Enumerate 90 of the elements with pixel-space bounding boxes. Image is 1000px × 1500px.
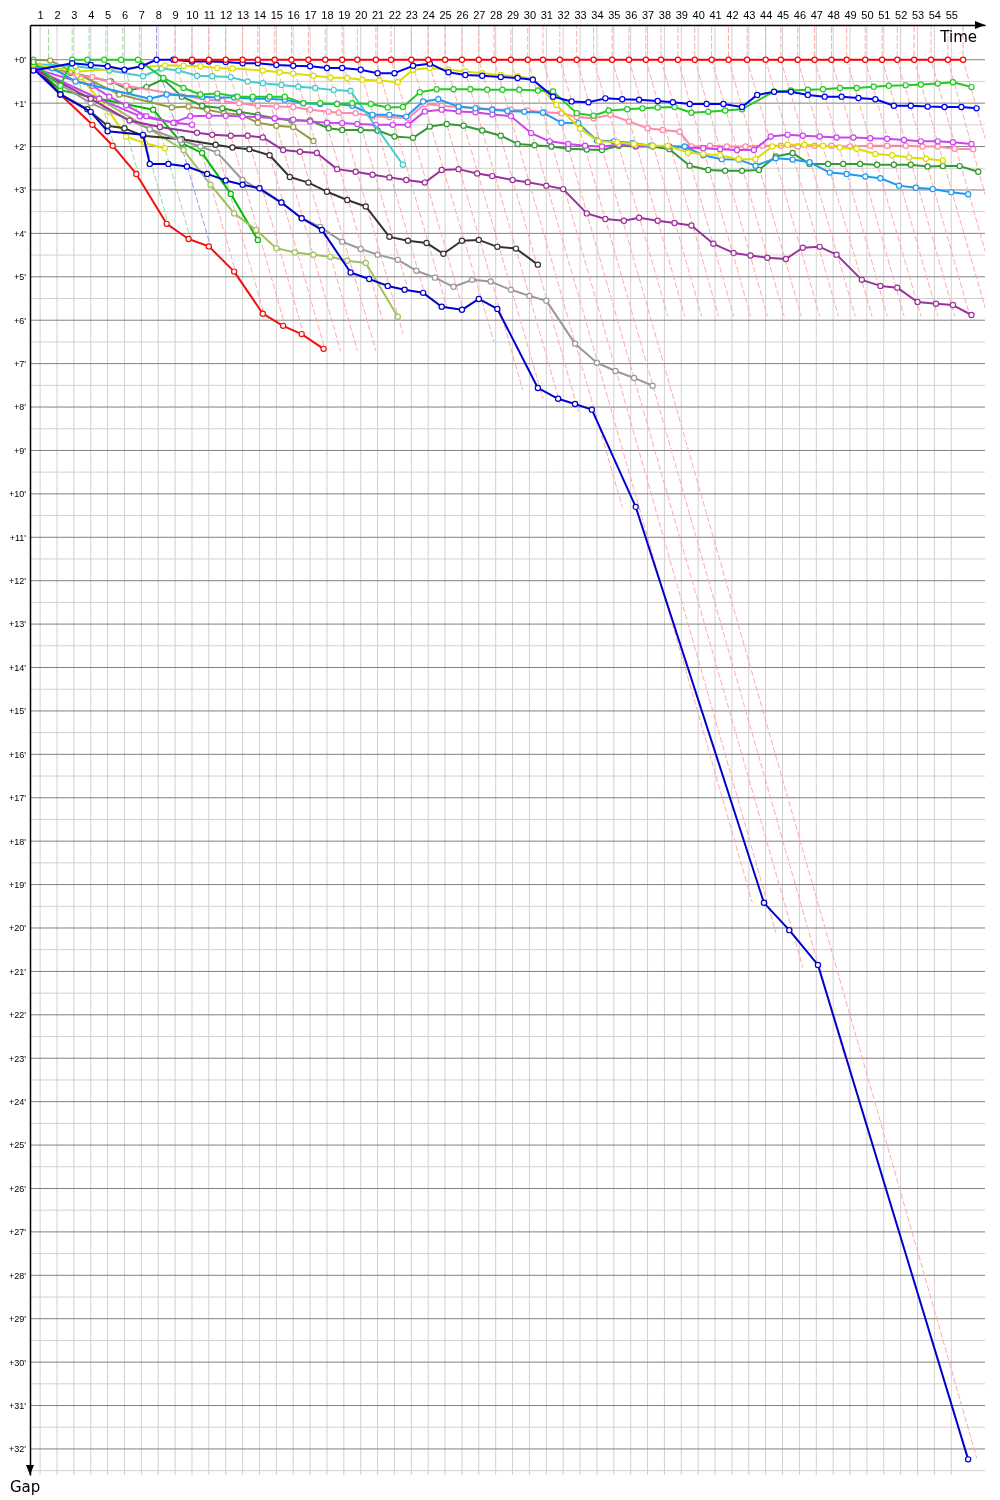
y-tick-label: +7' — [14, 359, 27, 369]
y-tick-label: +27' — [9, 1227, 27, 1238]
x-tick-label: 8 — [155, 9, 162, 21]
x-tick-label: 39 — [675, 9, 688, 21]
x-tick-label: 49 — [844, 9, 857, 21]
y-tick-label: +3' — [14, 185, 27, 196]
y-tick-label: +28' — [9, 1270, 27, 1281]
x-tick-label: 34 — [591, 9, 604, 21]
y-tick-label: +6' — [14, 315, 27, 326]
x-tick-label: 54 — [928, 9, 942, 21]
y-tick-label: +8' — [14, 402, 27, 413]
x-tick-label: 36 — [625, 9, 638, 21]
y-tick-label: +22' — [9, 1010, 27, 1021]
y-tick-label: +29' — [9, 1314, 27, 1325]
y-tick-label: +19' — [9, 879, 27, 890]
x-tick-label: 21 — [371, 9, 385, 21]
x-tick-label: 7 — [138, 9, 145, 21]
x-tick-label: 31 — [540, 9, 553, 21]
y-tick-label: +16' — [9, 749, 27, 760]
x-tick-label: 3 — [71, 9, 78, 21]
x-tick-label: 23 — [405, 9, 418, 21]
y-tick-label: +23' — [9, 1053, 27, 1064]
x-tick-label: 38 — [658, 9, 672, 21]
x-tick-label: 42 — [726, 9, 739, 21]
y-tick-label: +31' — [9, 1400, 27, 1411]
y-tick-label: +0' — [14, 55, 27, 66]
y-tick-label: +2' — [14, 141, 27, 152]
x-tick-label: 15 — [270, 9, 283, 21]
x-tick-label: 22 — [388, 9, 402, 21]
x-tick-label: 29 — [506, 9, 520, 21]
x-tick-label: 26 — [456, 9, 469, 21]
x-tick-label: 24 — [422, 9, 435, 21]
y-tick-label: +11' — [9, 532, 27, 543]
y-tick-label: +25' — [9, 1140, 27, 1151]
x-tick-label: 30 — [523, 9, 537, 21]
x-tick-label: 28 — [490, 9, 503, 21]
y-tick-label: +5' — [14, 272, 27, 283]
y-tick-label: +12' — [9, 576, 27, 587]
y-axis-title: Gap — [10, 1478, 41, 1496]
x-tick-label: 41 — [709, 9, 722, 21]
x-tick-label: 27 — [473, 9, 486, 21]
x-tick-label: 18 — [321, 9, 334, 21]
y-tick-label: +24' — [9, 1097, 27, 1108]
x-tick-label: 45 — [776, 9, 790, 21]
x-tick-label: 16 — [287, 9, 300, 21]
x-tick-label: 47 — [810, 9, 823, 21]
x-tick-label: 19 — [338, 9, 351, 21]
x-tick-label: 52 — [895, 9, 908, 21]
x-tick-label: 5 — [105, 9, 112, 21]
y-tick-label: +1' — [14, 98, 27, 109]
y-tick-label: +20' — [9, 923, 27, 934]
x-tick-label: 2 — [54, 9, 61, 21]
x-tick-label: 44 — [760, 9, 773, 21]
x-tick-label: 25 — [439, 9, 452, 21]
x-tick-label: 1 — [37, 9, 44, 21]
x-tick-label: 14 — [253, 9, 267, 21]
y-tick-label: +4' — [14, 228, 27, 239]
x-tick-label: 46 — [793, 9, 807, 21]
x-tick-label: 17 — [304, 9, 317, 21]
y-tick-label: +18' — [9, 836, 27, 847]
x-tick-label: 35 — [608, 9, 621, 21]
x-tick-label: 10 — [186, 9, 199, 21]
x-tick-label: 43 — [743, 9, 756, 21]
x-axis-title: Time — [939, 28, 977, 46]
x-tick-label: 20 — [355, 9, 368, 21]
x-tick-label: 4 — [88, 9, 95, 21]
x-tick-label: 55 — [945, 9, 958, 21]
x-tick-label: 12 — [220, 9, 233, 21]
y-tick-label: +21' — [9, 966, 27, 977]
x-tick-label: 32 — [557, 9, 570, 21]
y-tick-label: +26' — [9, 1183, 27, 1194]
x-tick-label: 33 — [574, 9, 587, 21]
x-tick-label: 37 — [641, 9, 655, 21]
x-tick-label: 9 — [172, 9, 179, 21]
x-tick-label: 50 — [861, 9, 874, 21]
x-tick-label: 11 — [203, 9, 216, 21]
x-tick-label: 51 — [878, 9, 891, 21]
y-tick-label: +32' — [9, 1444, 27, 1455]
y-tick-label: +17' — [9, 793, 27, 804]
x-tick-label: 53 — [911, 9, 925, 21]
y-tick-label: +15' — [9, 706, 27, 717]
y-tick-label: +30' — [9, 1357, 27, 1368]
x-tick-label: 13 — [236, 9, 250, 21]
x-tick-label: 40 — [692, 9, 705, 21]
y-tick-label: +10' — [9, 489, 27, 500]
y-tick-label: +9' — [14, 445, 27, 456]
x-tick-label: 6 — [121, 9, 129, 21]
y-tick-label: +14' — [9, 662, 27, 673]
x-tick-label: 48 — [827, 9, 840, 21]
y-tick-label: +13' — [9, 619, 27, 630]
